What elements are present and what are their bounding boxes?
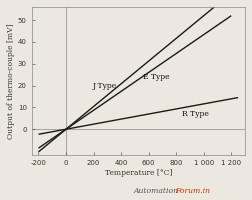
- Text: R Type: R Type: [182, 110, 209, 118]
- X-axis label: Temperature [°C]: Temperature [°C]: [105, 169, 172, 177]
- Text: E Type: E Type: [143, 73, 170, 81]
- Text: Automation: Automation: [134, 187, 179, 195]
- Text: J Type: J Type: [92, 82, 116, 90]
- Text: Forum.in: Forum.in: [175, 187, 210, 195]
- Y-axis label: Output of thermo-couple [mV]: Output of thermo-couple [mV]: [7, 23, 15, 139]
